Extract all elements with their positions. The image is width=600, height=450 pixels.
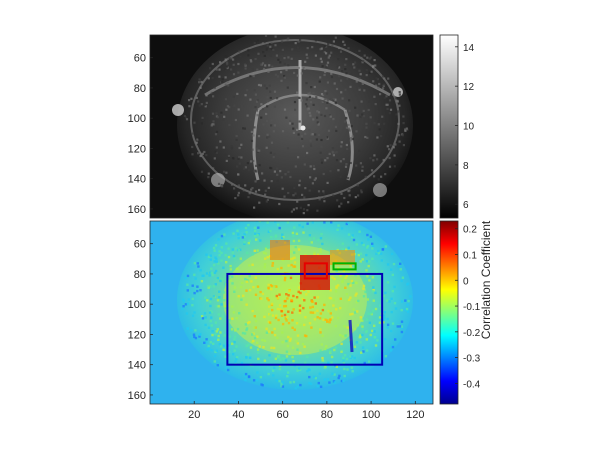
x-tick-label: 100 <box>362 409 380 421</box>
y-tick-label: 100 <box>128 299 146 311</box>
colorbar-tick-label: 0.1 <box>463 251 477 262</box>
bottom-y-axis: 60 80 100 120 140 160 <box>128 239 153 402</box>
colorbar-tick-label: 14 <box>463 43 475 54</box>
anatomical-image <box>150 35 433 218</box>
roi-rectangle <box>303 262 328 280</box>
y-tick-label: 80 <box>134 83 146 95</box>
colorbar-tick-label: -0.2 <box>463 328 481 339</box>
y-tick-label: 140 <box>128 360 146 372</box>
x-tick-label: 120 <box>406 409 424 421</box>
y-tick-label: 160 <box>128 390 146 402</box>
bottom-colorbar: 0.2 0.1 0 -0.1 -0.2 -0.3 -0.4 Correlation Coef… <box>439 220 493 405</box>
y-tick-label: 120 <box>128 329 146 341</box>
correlation-map-panel: 60 80 100 120 140 160 20 40 60 80 100 120 <box>128 220 434 421</box>
y-tick-label: 80 <box>134 269 146 281</box>
y-tick-label: 140 <box>128 174 146 186</box>
colorbar-label: Correlation Coefficient <box>479 220 493 339</box>
x-tick-label: 40 <box>232 409 244 421</box>
colorbar-tick-label: 0.2 <box>463 225 477 236</box>
y-tick-label: 160 <box>128 204 146 216</box>
colorbar-tick-label: 8 <box>463 161 469 172</box>
colorbar-tick-label: 0 <box>463 276 469 287</box>
colorbar-tick-label: 12 <box>463 82 475 93</box>
top-colorbar: 6 8 10 12 14 <box>439 34 475 219</box>
x-tick-label: 20 <box>188 409 200 421</box>
colorbar-tick-label: 6 <box>463 200 469 211</box>
colorbar-tick-label: -0.3 <box>463 354 481 365</box>
x-tick-label: 80 <box>321 409 333 421</box>
y-tick-label: 120 <box>128 143 146 155</box>
y-tick-label: 60 <box>134 53 146 65</box>
correlation-map <box>150 221 433 404</box>
anatomical-image-panel: 60 80 100 120 140 160 <box>128 34 434 219</box>
colorbar-tick-label: 10 <box>463 122 475 133</box>
y-tick-label: 60 <box>134 239 146 251</box>
colorbar-tick-label: -0.1 <box>463 302 481 313</box>
top-y-axis: 60 80 100 120 140 160 <box>128 53 153 216</box>
x-tick-label: 60 <box>277 409 289 421</box>
colorbar-tick-label: -0.4 <box>463 379 481 390</box>
bottom-x-axis: 20 40 60 80 100 120 <box>188 401 424 421</box>
roi-rectangle <box>332 262 357 271</box>
roi-annotations <box>226 262 384 366</box>
y-tick-label: 100 <box>128 113 146 125</box>
